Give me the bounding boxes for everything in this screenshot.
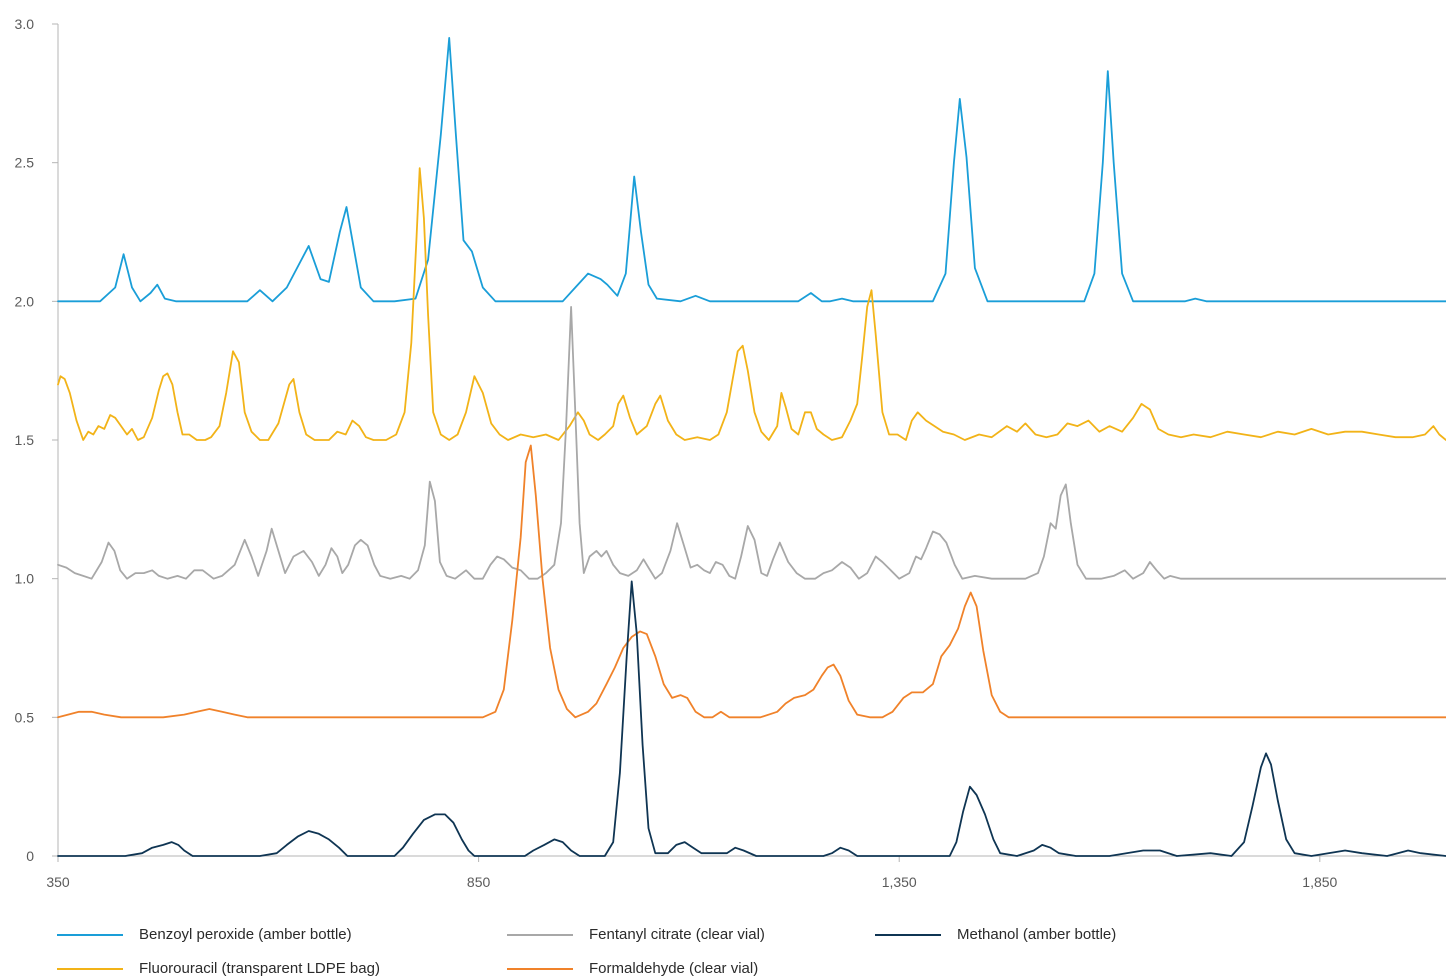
x-axis: 350 850 1,350 1,850 [46,855,1446,890]
x-tick-label: 350 [46,874,70,890]
x-tick-label: 1,850 [1302,874,1337,890]
y-tick-label: 3.0 [15,16,35,32]
series-line-2 [57,306,1446,580]
y-tick-label: 1.0 [15,571,35,587]
series-line-4 [57,580,1446,857]
y-tick-label: 0.5 [15,709,35,725]
y-tick-label: 1.5 [15,432,35,448]
y-tick-label: 0 [26,848,34,864]
x-tick-label: 1,350 [882,874,917,890]
series-line-1 [57,167,1446,441]
y-axis: 0 0.5 1.0 1.5 2.0 2.5 3.0 [15,16,59,864]
series-lines [57,37,1446,857]
y-tick-label: 2.5 [15,155,35,171]
series-line-3 [57,444,1446,719]
series-line-0 [57,37,1446,303]
x-tick-label: 850 [467,874,491,890]
y-tick-label: 2.0 [15,293,35,309]
